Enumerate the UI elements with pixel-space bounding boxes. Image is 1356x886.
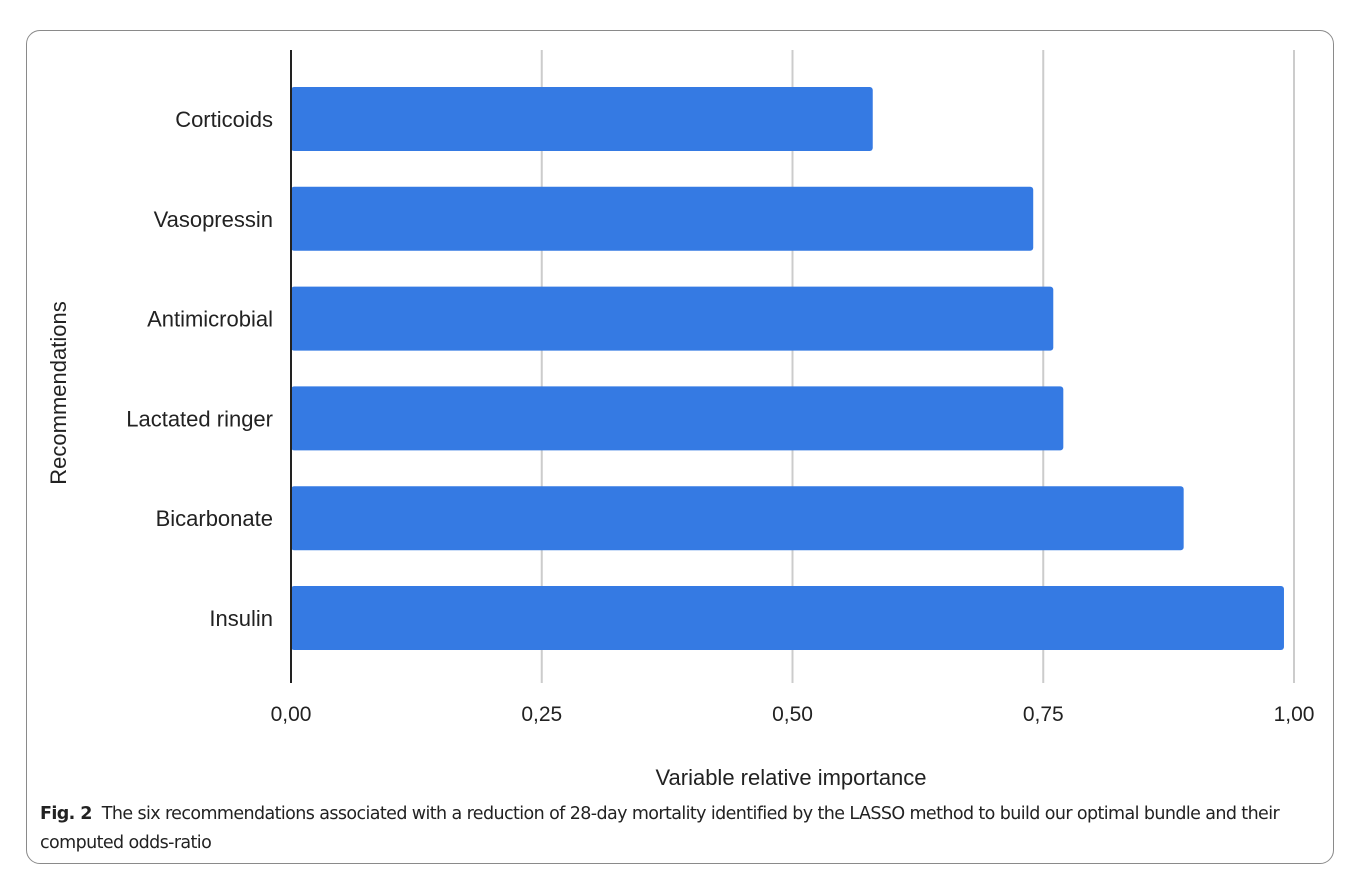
x-tick-label: 0,75	[1023, 703, 1064, 726]
caption-text: The six recommendations associated with …	[40, 804, 1280, 853]
bar	[291, 186, 1034, 251]
category-labels: Corticoids Vasopressin Antimicrobial Lactat…	[126, 107, 273, 631]
gridlines	[540, 50, 1295, 683]
bar	[291, 586, 1284, 650]
x-tick-label: 0,50	[772, 703, 813, 726]
category-label: Insulin	[209, 606, 273, 631]
bars	[291, 87, 1284, 650]
x-tick-labels: 0,00 0,25 0,50 0,75 1,00	[271, 703, 1315, 726]
figure-frame	[26, 30, 1334, 864]
category-label: Lactated ringer	[126, 406, 273, 431]
category-label: Corticoids	[175, 107, 273, 132]
bar	[291, 386, 1064, 451]
figure-caption: Fig. 2 The six recommendations associate…	[40, 800, 1320, 858]
caption-label: Fig. 2	[40, 804, 92, 824]
y-axis-title: Recommendations	[46, 301, 71, 484]
x-axis-title: Variable relative importance	[655, 765, 926, 790]
category-label: Vasopressin	[154, 207, 273, 232]
x-tick-label: 0,25	[521, 703, 562, 726]
bar-chart: 0,00 0,25 0,50 0,75 1,00 Corticoids Vasopress…	[46, 50, 1315, 790]
x-tick-label: 1,00	[1274, 703, 1315, 726]
category-label: Bicarbonate	[156, 506, 273, 531]
bar	[291, 286, 1054, 351]
bar	[291, 486, 1184, 551]
x-tick-label: 0,00	[271, 703, 312, 726]
category-label: Antimicrobial	[147, 307, 273, 332]
bar	[291, 87, 873, 151]
